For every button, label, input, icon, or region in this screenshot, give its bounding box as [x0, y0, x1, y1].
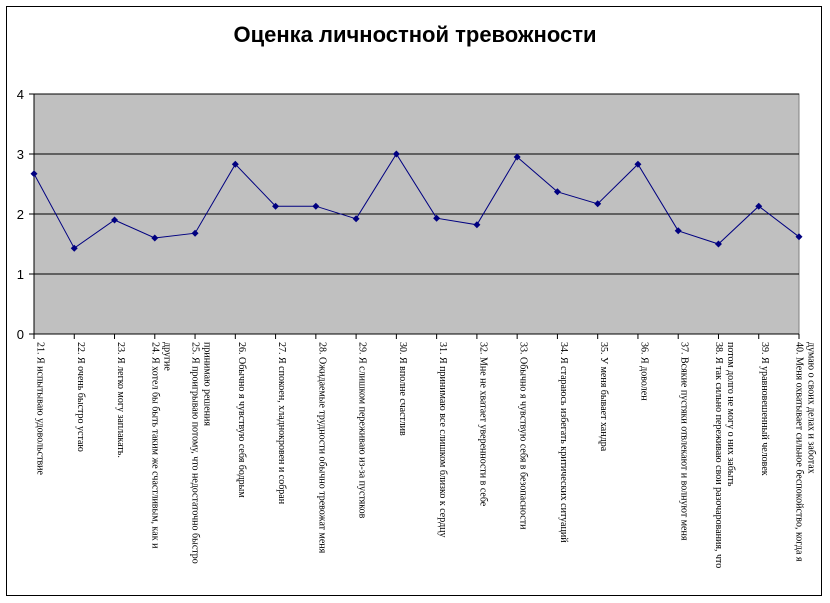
data-point: [674, 227, 682, 235]
y-tick-label: 3: [17, 147, 24, 162]
y-tick-label: 4: [17, 87, 24, 102]
data-point: [312, 202, 320, 210]
data-point: [473, 221, 481, 229]
x-tick-label-line: 30. Я вполне счастлив: [397, 342, 408, 436]
chart-title: Оценка личностной тревожности: [233, 22, 597, 47]
data-point: [513, 153, 521, 161]
data-point: [553, 188, 561, 196]
data-point: [191, 229, 199, 237]
x-tick-label-line: 29. Я слишком переживаю из-за пустяков: [357, 342, 368, 519]
x-tick-label: 26. Обычно я чувствую себя бодрым: [236, 342, 247, 498]
x-tick-label: 22. Я очень быстро устаю: [75, 342, 86, 452]
x-tick-label-line: 26. Обычно я чувствую себя бодрым: [236, 342, 247, 498]
x-tick-label: 30. Я вполне счастлив: [397, 342, 408, 436]
x-tick-label: 31. Я принимаю все слишком близко к серд…: [437, 342, 448, 538]
x-tick-label-line: 31. Я принимаю все слишком близко к серд…: [437, 342, 448, 538]
x-tick-label-line: 23. Я легко могу заплакать.: [115, 342, 126, 458]
x-tick-label: 29. Я слишком переживаю из-за пустяков: [357, 342, 368, 519]
x-tick-label-line: 32. Мне не хватает уверенности в себе: [477, 342, 488, 507]
x-tick-label: 35. У меня бывает хандра: [598, 342, 609, 452]
x-tick-label: 23. Я легко могу заплакать.: [115, 342, 126, 458]
data-point: [151, 234, 159, 242]
data-point: [231, 160, 239, 168]
x-tick-label-line: 28. Ожидаемые трудности обычно тревожат …: [316, 342, 327, 554]
x-tick-label: 25. Я проигрываю потому, что недостаточн…: [190, 342, 213, 564]
data-point: [433, 214, 441, 222]
x-tick-label: 40. Меня охватывает сильное беспокойство…: [794, 342, 817, 562]
data-point: [30, 170, 38, 178]
data-point: [795, 233, 803, 241]
x-tick-label: 27. Я спокоен, хладнокровен и собран: [276, 342, 287, 505]
x-tick-label-line: 40. Меня охватывает сильное беспокойство…: [794, 342, 805, 562]
x-tick-label: 36. Я доволен: [638, 342, 649, 401]
x-tick-label-line: потом долго не могу о них забыть: [725, 342, 736, 487]
x-tick-label: 34. Я стараюсь избегать критических ситу…: [558, 342, 569, 543]
y-tick-label: 1: [17, 267, 24, 282]
data-point: [392, 150, 400, 158]
x-tick-label: 39. Я уравновешенный человек: [759, 342, 770, 476]
x-tick-label-line: 37. Всякие пустяки отвлекают и волнуют м…: [679, 342, 690, 541]
x-tick-label: 33. Обычно я чувствую себя в безопасност…: [518, 342, 529, 530]
x-tick-label-line: 25. Я проигрываю потому, что недостаточн…: [190, 342, 201, 564]
data-point: [70, 244, 78, 252]
data-point: [714, 240, 722, 248]
data-point: [352, 215, 360, 223]
x-tick-label-line: думаю о своих делах и заботах: [806, 342, 817, 474]
x-tick-label-line: 35. У меня бывает хандра: [598, 342, 609, 452]
data-point: [272, 202, 280, 210]
data-point: [634, 160, 642, 168]
series-line: [33, 153, 800, 249]
x-tick-label: 32. Мне не хватает уверенности в себе: [477, 342, 488, 507]
x-tick-label: 24. Я хотел бы быть таким же счастливым,…: [149, 342, 172, 549]
data-point: [755, 202, 763, 210]
x-tick-label: 21. Я испытываю удовольствие: [35, 342, 46, 476]
x-tick-label-line: 34. Я стараюсь избегать критических ситу…: [558, 342, 569, 543]
x-tick-label-line: 27. Я спокоен, хладнокровен и собран: [276, 342, 287, 505]
x-tick-label: 37. Всякие пустяки отвлекают и волнуют м…: [679, 342, 690, 541]
data-point: [111, 216, 119, 224]
y-tick-label: 2: [17, 207, 24, 222]
x-tick-label-line: 24. Я хотел бы быть таким же счастливым,…: [149, 342, 160, 549]
x-tick-label-line: 33. Обычно я чувствую себя в безопасност…: [518, 342, 529, 530]
x-tick-label-line: 36. Я доволен: [638, 342, 649, 401]
x-tick-label-line: 22. Я очень быстро устаю: [75, 342, 86, 452]
x-tick-label-line: принимаю решения: [202, 342, 213, 426]
x-tick-label: 28. Ожидаемые трудности обычно тревожат …: [316, 342, 327, 554]
data-point: [594, 200, 602, 208]
x-tick-label-line: другие: [161, 342, 172, 371]
y-tick-label: 0: [17, 327, 24, 342]
x-tick-label-line: 21. Я испытываю удовольствие: [35, 342, 46, 476]
x-tick-label: 38. Я так сильно переживаю свои разочаро…: [713, 342, 736, 568]
x-tick-label-line: 39. Я уравновешенный человек: [759, 342, 770, 476]
x-tick-label-line: 38. Я так сильно переживаю свои разочаро…: [713, 342, 724, 568]
